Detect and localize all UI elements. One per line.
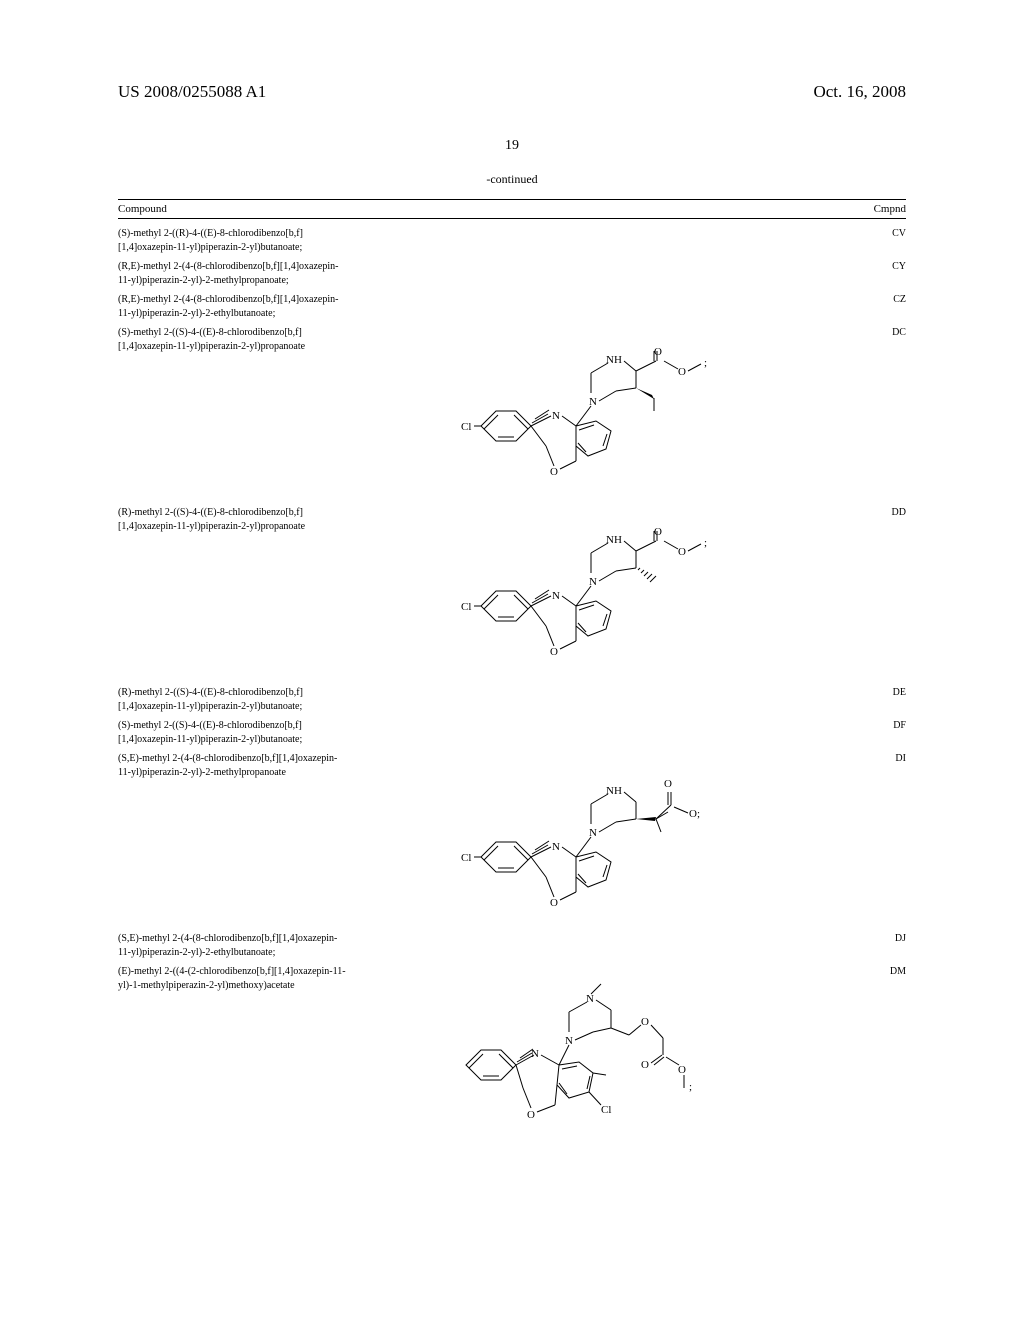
svg-text:N: N (552, 841, 560, 853)
page-number: 19 (0, 138, 1024, 154)
compound-code: CV (827, 227, 906, 254)
svg-text:NH: NH (606, 785, 622, 797)
svg-text:NH: NH (606, 534, 622, 546)
svg-text:N: N (586, 993, 594, 1005)
compound-code: DJ (827, 932, 906, 959)
svg-text:Cl: Cl (461, 421, 471, 433)
compound-name: (R,E)-methyl 2-(4-(8-chlorodibenzo[b,f][… (118, 293, 354, 320)
compound-entry: (S)-methyl 2-((R)-4-((E)-8-chlorodibenzo… (118, 227, 906, 254)
compound-name: (R)-methyl 2-((S)-4-((E)-8-chlorodibenzo… (118, 686, 354, 713)
compound-code: DD (827, 506, 906, 671)
svg-text:O: O (550, 646, 558, 658)
compound-entry: (S,E)-methyl 2-(4-(8-chlorodibenzo[b,f][… (118, 932, 906, 959)
compound-structure (354, 260, 827, 287)
svg-text:;: ; (704, 357, 707, 369)
compound-structure: Cl O N N NH (354, 506, 827, 671)
compound-entry: (R)-methyl 2-((S)-4-((E)-8-chlorodibenzo… (118, 686, 906, 713)
svg-text:NH: NH (606, 354, 622, 366)
compound-structure (354, 719, 827, 746)
svg-text:O: O (550, 897, 558, 909)
svg-text:O: O (678, 366, 686, 378)
svg-text:O: O (664, 778, 672, 790)
compound-code: CZ (827, 293, 906, 320)
compound-code: CY (827, 260, 906, 287)
compound-name: (S)-methyl 2-((R)-4-((E)-8-chlorodibenzo… (118, 227, 354, 254)
svg-text:O: O (678, 1064, 686, 1076)
svg-text:N: N (589, 827, 597, 839)
svg-text:O: O (654, 346, 662, 358)
compound-name: (S,E)-methyl 2-(4-(8-chlorodibenzo[b,f][… (118, 932, 354, 959)
doc-number: US 2008/0255088 A1 (118, 82, 266, 102)
svg-text:N: N (589, 576, 597, 588)
compound-entry: (S,E)-methyl 2-(4-(8-chlorodibenzo[b,f][… (118, 752, 906, 917)
content-area: Compound Cmpnd (S)-methyl 2-((R)-4-((E)-… (0, 199, 1024, 1145)
svg-text:O;: O; (689, 808, 700, 820)
compound-entry: (R,E)-methyl 2-(4-(8-chlorodibenzo[b,f][… (118, 260, 906, 287)
compound-structure: Cl O N N NH (354, 326, 827, 491)
compound-code: DE (827, 686, 906, 713)
svg-text:;: ; (689, 1081, 692, 1093)
compound-name: (R)-methyl 2-((S)-4-((E)-8-chlorodibenzo… (118, 506, 354, 671)
compound-entry: (R)-methyl 2-((S)-4-((E)-8-chlorodibenzo… (118, 506, 906, 671)
compound-code: DM (827, 965, 906, 1145)
compound-code: DC (827, 326, 906, 491)
compound-name: (S,E)-methyl 2-(4-(8-chlorodibenzo[b,f][… (118, 752, 354, 917)
svg-text:Cl: Cl (461, 852, 471, 864)
svg-text:O: O (678, 546, 686, 558)
compound-code: DF (827, 719, 906, 746)
svg-text:N: N (565, 1035, 573, 1047)
entries-container: (S)-methyl 2-((R)-4-((E)-8-chlorodibenzo… (118, 227, 906, 1145)
page-header: US 2008/0255088 A1 Oct. 16, 2008 (0, 0, 1024, 110)
svg-text:Cl: Cl (461, 601, 471, 613)
svg-text:O: O (654, 526, 662, 538)
header-compound: Compound (118, 203, 512, 215)
svg-text:O: O (641, 1016, 649, 1028)
continued-label: -continued (0, 172, 1024, 187)
compound-name: (R,E)-methyl 2-(4-(8-chlorodibenzo[b,f][… (118, 260, 354, 287)
compound-code: DI (827, 752, 906, 917)
compound-name: (S)-methyl 2-((S)-4-((E)-8-chlorodibenzo… (118, 326, 354, 491)
table-header: Compound Cmpnd (118, 199, 906, 219)
svg-text:N: N (552, 590, 560, 602)
compound-entry: (S)-methyl 2-((S)-4-((E)-8-chlorodibenzo… (118, 326, 906, 491)
compound-entry: (S)-methyl 2-((S)-4-((E)-8-chlorodibenzo… (118, 719, 906, 746)
svg-text:O: O (527, 1109, 535, 1121)
compound-entry: (E)-methyl 2-((4-(2-chlorodibenzo[b,f][1… (118, 965, 906, 1145)
compound-name: (S)-methyl 2-((S)-4-((E)-8-chlorodibenzo… (118, 719, 354, 746)
svg-text:O: O (641, 1059, 649, 1071)
compound-structure (354, 293, 827, 320)
compound-structure (354, 227, 827, 254)
header-cmpnd: Cmpnd (512, 203, 906, 215)
svg-text:Cl: Cl (601, 1104, 611, 1116)
svg-text:O: O (550, 466, 558, 478)
compound-structure: Cl O N N NH (354, 752, 827, 917)
compound-structure: N O Cl N N (354, 965, 827, 1145)
compound-name: (E)-methyl 2-((4-(2-chlorodibenzo[b,f][1… (118, 965, 354, 1145)
svg-text:N: N (589, 396, 597, 408)
doc-date: Oct. 16, 2008 (813, 82, 906, 102)
svg-text:N: N (552, 410, 560, 422)
svg-text:;: ; (704, 537, 707, 549)
compound-entry: (R,E)-methyl 2-(4-(8-chlorodibenzo[b,f][… (118, 293, 906, 320)
compound-structure (354, 686, 827, 713)
compound-structure (354, 932, 827, 959)
